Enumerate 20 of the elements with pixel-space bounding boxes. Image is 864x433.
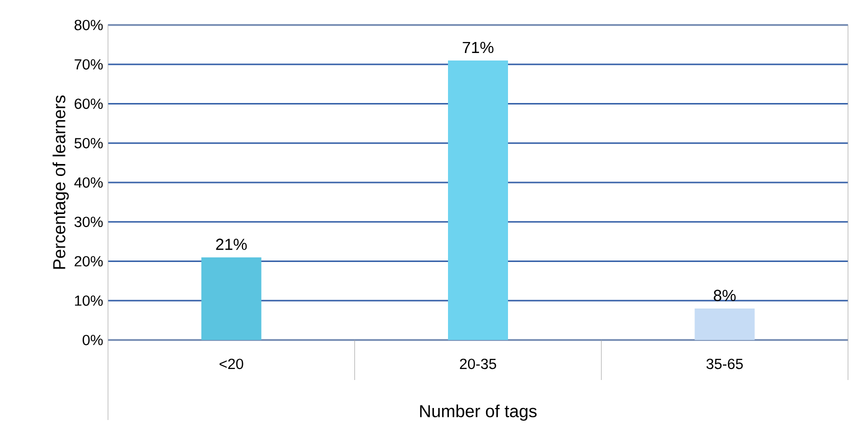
y-tick-label: 70% bbox=[74, 59, 103, 70]
y-tick-label: 20% bbox=[74, 256, 103, 266]
bar bbox=[694, 308, 755, 340]
y-tick-label: 60% bbox=[74, 98, 103, 109]
y-tick-label: 80% bbox=[74, 20, 103, 30]
data-label: 71% bbox=[462, 42, 494, 54]
data-label: 8% bbox=[714, 290, 736, 302]
data-label: 21% bbox=[216, 238, 247, 250]
y-tick-label: 30% bbox=[74, 216, 103, 228]
x-axis-title: Number of tags bbox=[420, 404, 537, 421]
x-tick-label: 20-35 bbox=[460, 358, 496, 370]
y-tick-label: 10% bbox=[75, 295, 103, 306]
y-axis-title: Percentage of learners bbox=[52, 95, 69, 269]
x-tick-label: 35-65 bbox=[706, 358, 743, 370]
y-tick-label: 50% bbox=[74, 138, 103, 148]
bar bbox=[448, 60, 508, 340]
y-tick-label: 40% bbox=[74, 177, 103, 188]
bar bbox=[201, 257, 262, 340]
x-tick-label: <20 bbox=[220, 358, 244, 370]
y-tick-label: 0% bbox=[82, 334, 103, 346]
